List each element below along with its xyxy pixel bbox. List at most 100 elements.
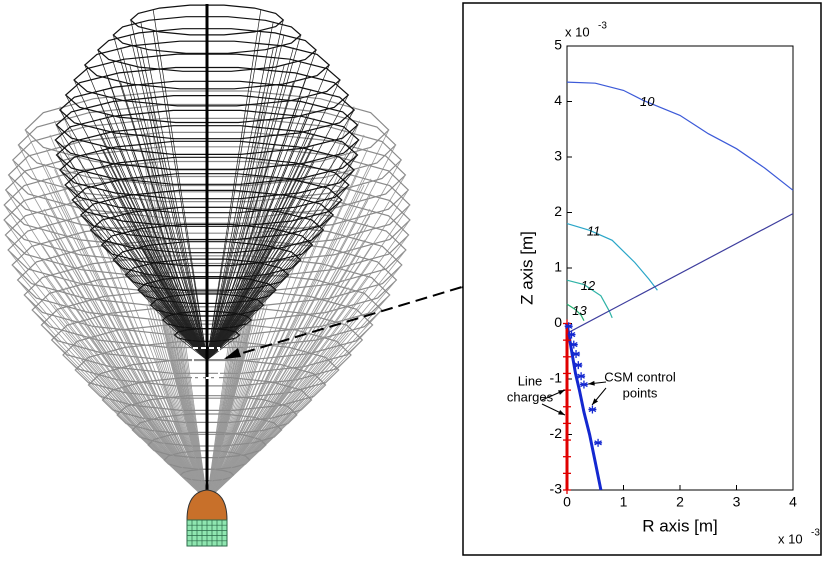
contour-line: [566, 279, 613, 319]
contour-line: [566, 223, 658, 291]
x-multiplier: x 10: [778, 531, 803, 546]
y-tick-label: -3: [550, 481, 563, 497]
wire-spoke: [206, 34, 285, 361]
contour-label: 11: [587, 224, 601, 239]
wire-ring: [74, 341, 340, 399]
marker: [563, 352, 571, 361]
wire-spoke: [206, 184, 365, 501]
wire-spoke: [206, 312, 248, 361]
contour-line: [566, 303, 585, 321]
wire-spoke: [117, 232, 208, 361]
wire-ring: [64, 66, 350, 124]
wire-ring: [124, 258, 290, 292]
wire-spoke: [152, 30, 208, 361]
annotation-arrowhead: [592, 398, 599, 405]
wire-spoke: [206, 48, 274, 361]
annotation-arrowhead: [558, 409, 565, 415]
curve: [569, 213, 794, 333]
marker: [563, 336, 571, 345]
wire-spoke: [206, 61, 302, 361]
wire-ring: [64, 156, 350, 214]
wire-spoke: [206, 232, 297, 361]
marker: [563, 486, 571, 494]
wire-ring: [54, 109, 360, 171]
wire-spoke: [206, 264, 403, 501]
y-tick-label: 4: [554, 92, 562, 108]
wire-spoke: [100, 133, 208, 361]
x-tick-label: 3: [733, 494, 741, 510]
wire-ring: [179, 468, 235, 482]
marker: [567, 330, 576, 339]
wire-spoke: [174, 334, 208, 361]
wire-spoke: [183, 339, 208, 361]
wire-spoke: [183, 330, 208, 361]
contour-line: [566, 81, 794, 191]
wire-spoke: [129, 65, 208, 361]
marker: [572, 350, 581, 359]
wire-ring: [31, 271, 383, 349]
marker: [563, 469, 571, 478]
annotation-arrowhead: [558, 390, 565, 395]
wire-spoke: [43, 163, 208, 501]
wire-ring: [4, 191, 410, 279]
wire-spoke: [11, 264, 208, 501]
wire-spoke: [112, 61, 208, 361]
annotation: Line: [518, 373, 543, 388]
zoom-box: [192, 347, 220, 379]
wire-spoke: [206, 224, 369, 501]
marker: [579, 380, 588, 389]
contour-label: 10: [640, 94, 655, 109]
wire-ring: [129, 4, 285, 36]
wire-ring: [131, 413, 283, 447]
wire-spoke: [112, 98, 208, 361]
marker: [594, 438, 603, 447]
wire-spoke: [206, 359, 333, 501]
wire-spoke: [102, 149, 208, 361]
y-multiplier-exponent: -3: [598, 21, 607, 32]
wire-ring: [173, 328, 241, 342]
zoom-connector: [225, 286, 463, 359]
x-tick-label: 4: [789, 494, 797, 510]
wire-spoke: [206, 313, 239, 361]
wire-spoke: [129, 34, 208, 361]
wire-spoke: [206, 255, 361, 501]
wire-spoke: [206, 208, 371, 501]
wire-spoke: [206, 334, 240, 361]
wire-spoke: [206, 149, 312, 361]
wire-spoke: [206, 134, 365, 501]
wire-spoke: [206, 163, 371, 501]
wire-spoke: [146, 305, 208, 501]
marker: [563, 436, 571, 445]
wire-spoke: [49, 184, 208, 501]
wire-spoke: [58, 318, 208, 501]
y-tick-label: 0: [554, 314, 562, 330]
contour-label: 13: [572, 303, 587, 318]
wire-spoke: [166, 296, 208, 361]
wire-spoke: [206, 180, 303, 361]
wire-spoke: [206, 149, 368, 501]
y-tick-label: 1: [554, 259, 562, 275]
y-tick-label: -1: [550, 370, 563, 386]
wire-spoke: [45, 224, 208, 501]
wire-spoke: [206, 318, 356, 501]
wire-ring: [7, 206, 407, 294]
wire-ring: [137, 276, 277, 304]
x-tick-label: 0: [563, 494, 571, 510]
x-tick-label: 2: [676, 494, 684, 510]
wire-spoke: [43, 208, 208, 501]
contour-label: 12: [581, 278, 596, 293]
wire-ring: [62, 323, 352, 387]
wire-spoke: [206, 271, 356, 501]
wire-spoke: [81, 359, 208, 501]
x-axis-label: R axis [m]: [642, 516, 718, 535]
wire-spoke: [175, 313, 208, 361]
marker: [577, 372, 586, 381]
wire-ring: [112, 241, 302, 279]
wire-spoke: [206, 65, 285, 361]
y-tick-label: -2: [550, 425, 563, 441]
annotation-arrowhead: [588, 380, 595, 386]
wire-ring: [101, 377, 313, 423]
wireframe-illustration: [3, 4, 411, 547]
